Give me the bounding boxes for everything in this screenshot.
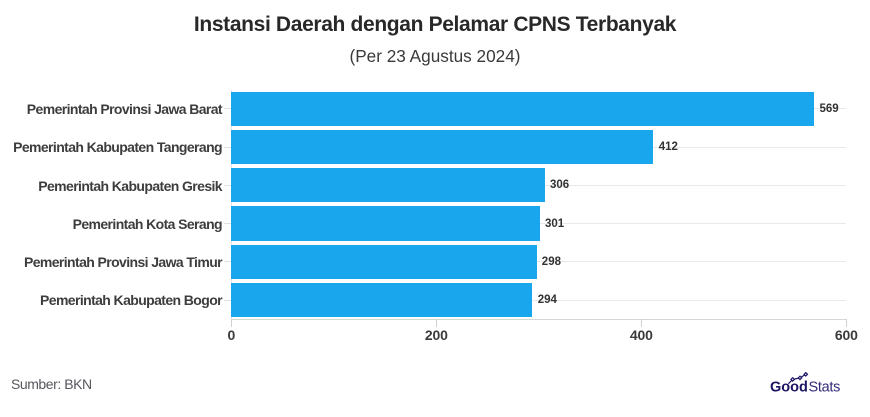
svg-text:Stats: Stats xyxy=(809,379,841,395)
svg-text:Good: Good xyxy=(770,379,808,395)
